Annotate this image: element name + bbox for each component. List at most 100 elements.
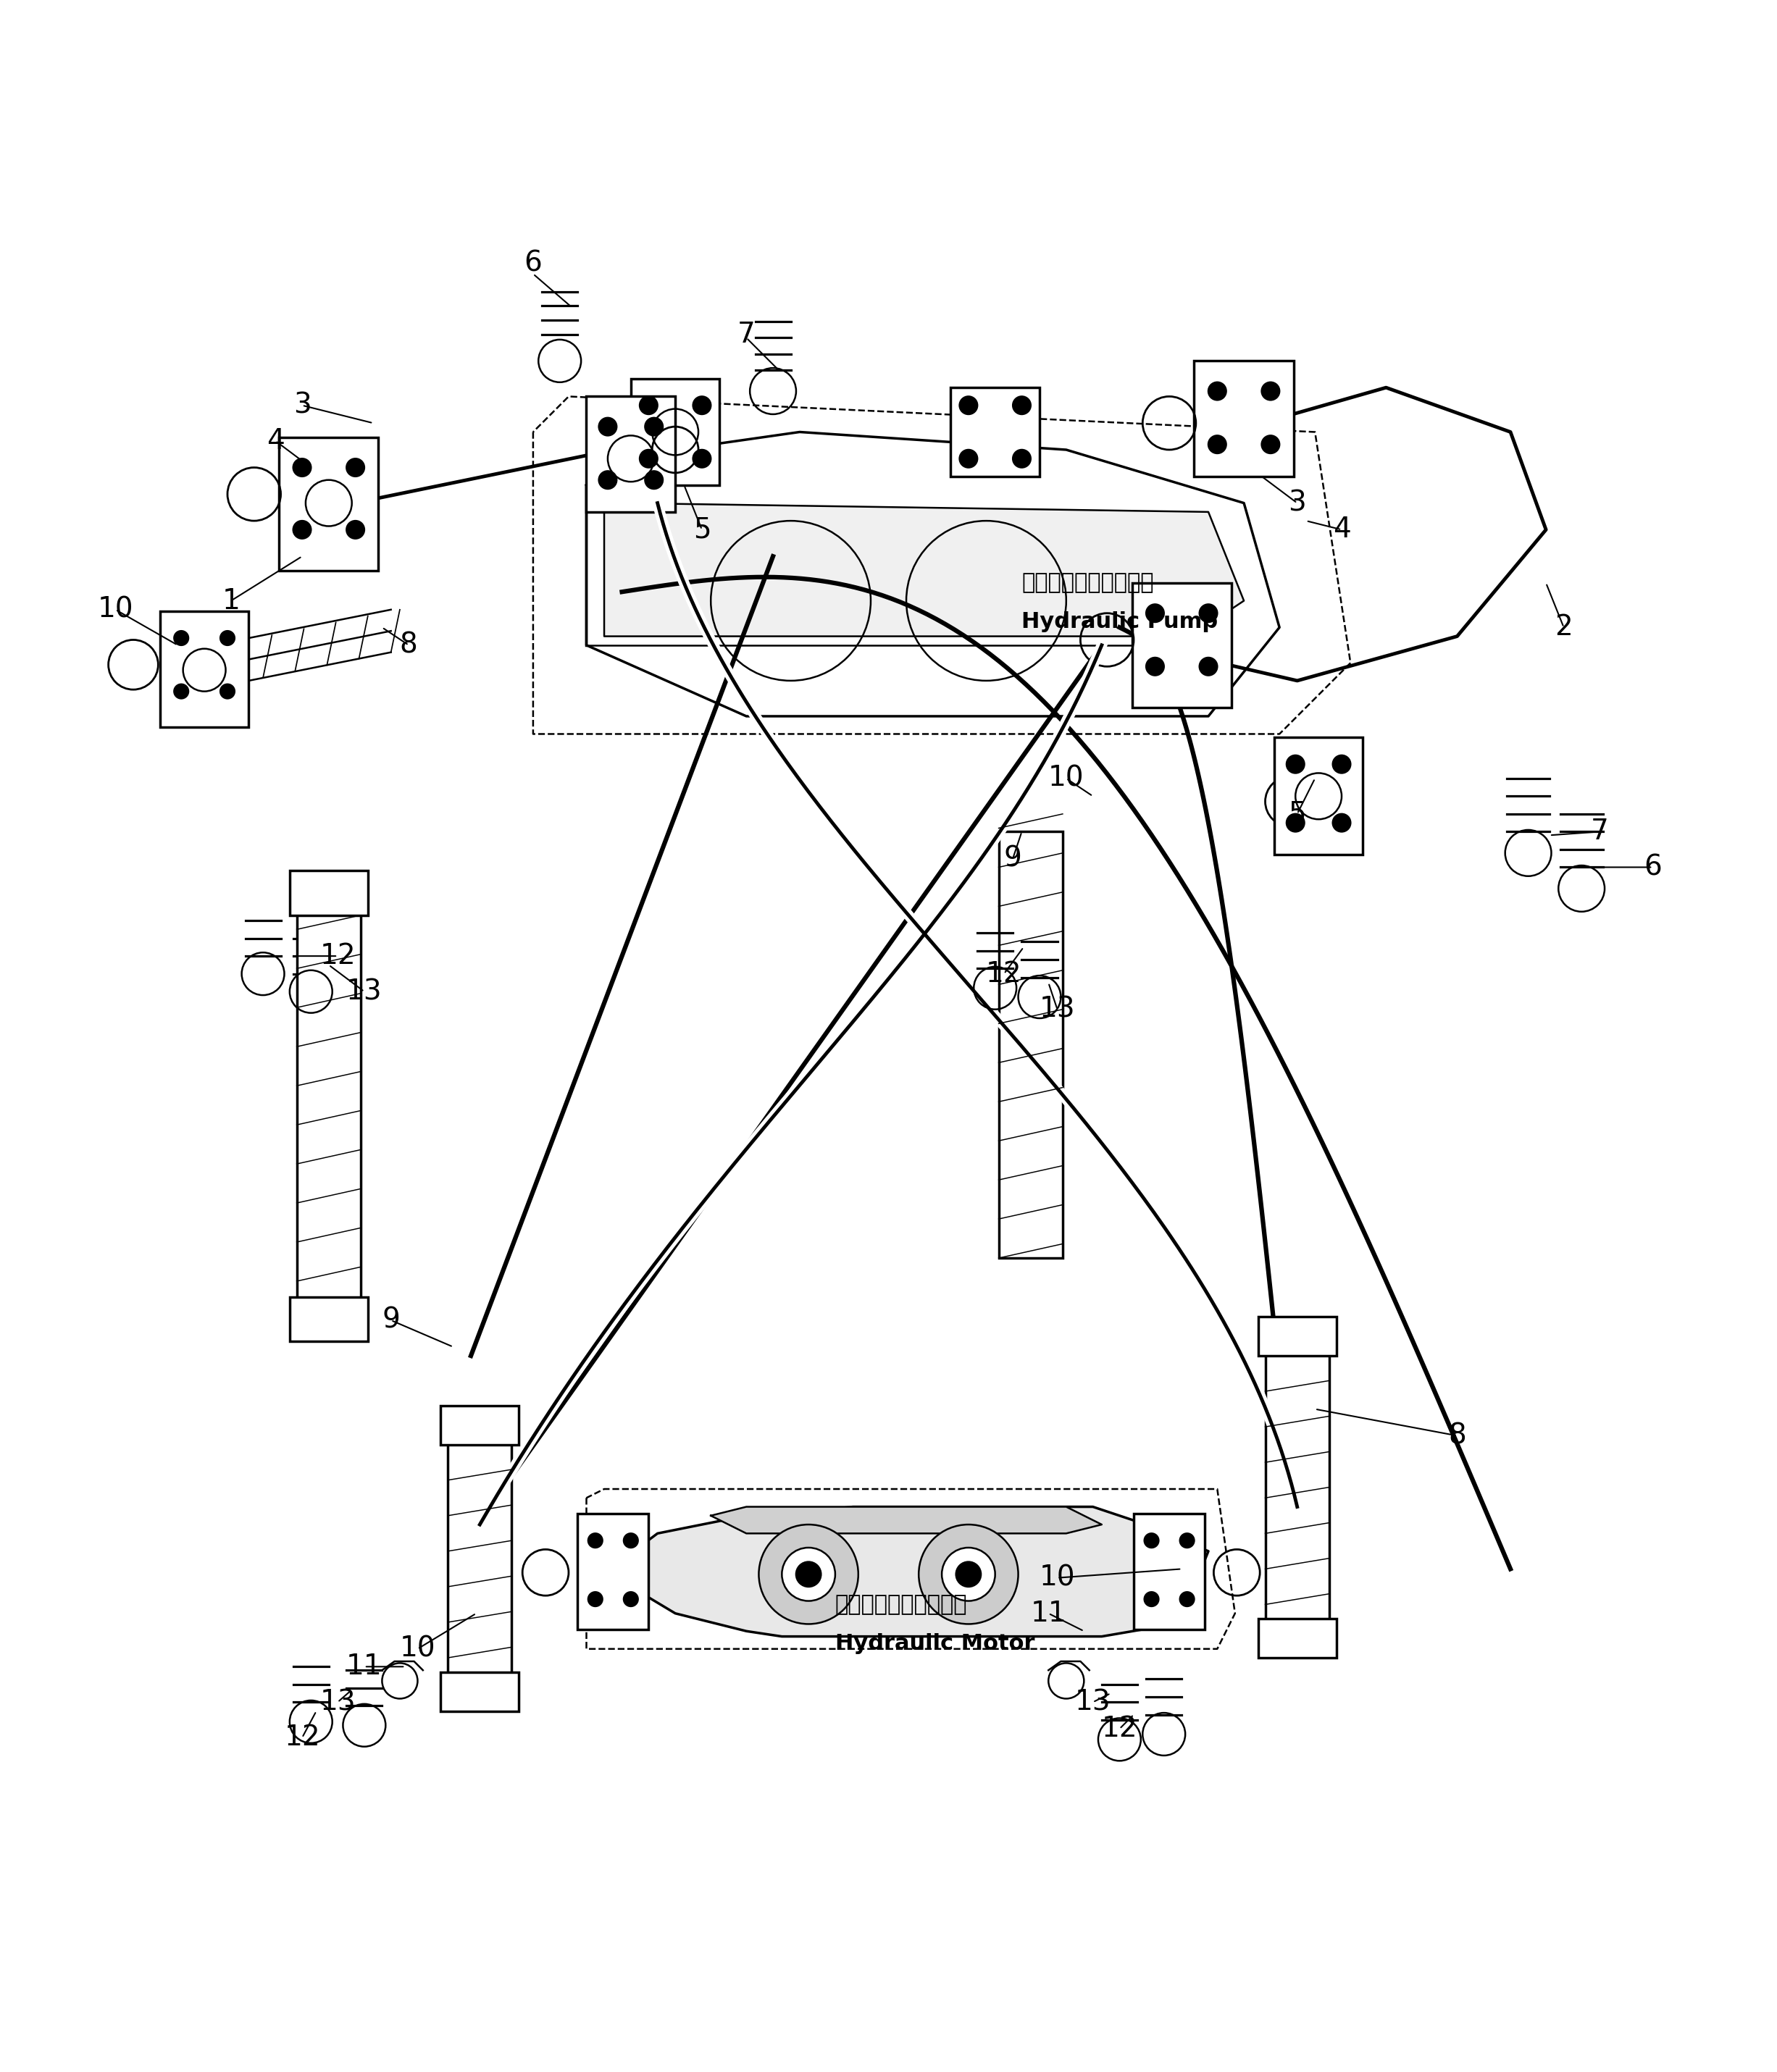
Text: Hydraulic Motor: Hydraulic Motor bbox=[835, 1633, 1034, 1653]
Circle shape bbox=[220, 684, 235, 698]
Bar bbox=[297, 893, 361, 1320]
Bar bbox=[1265, 1339, 1329, 1641]
Text: 9: 9 bbox=[1004, 845, 1022, 872]
Text: 8: 8 bbox=[400, 632, 418, 659]
Bar bbox=[1274, 738, 1363, 856]
Text: ハイドロリックポンプ: ハイドロリックポンプ bbox=[1022, 572, 1153, 593]
Text: 12: 12 bbox=[320, 943, 355, 970]
Circle shape bbox=[1208, 435, 1226, 454]
Circle shape bbox=[1013, 396, 1031, 414]
Circle shape bbox=[1180, 1591, 1194, 1606]
Text: 12: 12 bbox=[1102, 1716, 1137, 1743]
Circle shape bbox=[1287, 756, 1304, 773]
Text: 7: 7 bbox=[737, 321, 755, 348]
Text: 2: 2 bbox=[1555, 613, 1573, 640]
Circle shape bbox=[1333, 756, 1351, 773]
Text: 12: 12 bbox=[986, 959, 1022, 988]
Polygon shape bbox=[586, 431, 1279, 717]
Circle shape bbox=[1180, 1533, 1194, 1548]
Circle shape bbox=[174, 632, 188, 644]
Circle shape bbox=[1199, 605, 1217, 622]
Text: 13: 13 bbox=[320, 1689, 355, 1716]
Bar bbox=[290, 870, 368, 916]
Polygon shape bbox=[604, 503, 1244, 636]
Circle shape bbox=[1287, 814, 1304, 831]
Text: 10: 10 bbox=[98, 597, 133, 624]
Circle shape bbox=[293, 458, 311, 477]
Bar bbox=[1258, 1618, 1336, 1658]
Text: ハイドロリックモータ: ハイドロリックモータ bbox=[835, 1593, 967, 1614]
Circle shape bbox=[956, 1562, 981, 1587]
Text: 5: 5 bbox=[693, 516, 711, 543]
Circle shape bbox=[293, 520, 311, 539]
Text: 4: 4 bbox=[267, 427, 284, 454]
Bar bbox=[279, 437, 379, 570]
Circle shape bbox=[220, 632, 235, 644]
Text: Hydraulic Pump: Hydraulic Pump bbox=[1022, 611, 1219, 632]
Polygon shape bbox=[711, 1506, 1102, 1533]
Text: 13: 13 bbox=[1075, 1689, 1111, 1716]
Circle shape bbox=[693, 450, 711, 468]
Text: 11: 11 bbox=[1031, 1600, 1066, 1627]
Bar bbox=[441, 1405, 519, 1444]
Circle shape bbox=[919, 1525, 1018, 1624]
Circle shape bbox=[1146, 605, 1164, 622]
Circle shape bbox=[347, 520, 364, 539]
Bar bbox=[441, 1672, 519, 1711]
Circle shape bbox=[645, 470, 663, 489]
Circle shape bbox=[645, 419, 663, 435]
Text: 10: 10 bbox=[400, 1635, 435, 1662]
Circle shape bbox=[942, 1548, 995, 1602]
Circle shape bbox=[640, 450, 657, 468]
Bar bbox=[1194, 361, 1294, 477]
Text: 10: 10 bbox=[1048, 765, 1084, 792]
Text: 12: 12 bbox=[284, 1724, 320, 1751]
Text: 8: 8 bbox=[1448, 1421, 1466, 1450]
Circle shape bbox=[1333, 814, 1351, 831]
Bar bbox=[1132, 582, 1231, 707]
Text: 9: 9 bbox=[382, 1307, 400, 1334]
Text: 6: 6 bbox=[1644, 854, 1661, 881]
Circle shape bbox=[1013, 450, 1031, 468]
Bar bbox=[1258, 1316, 1336, 1355]
Circle shape bbox=[782, 1548, 835, 1602]
Bar bbox=[160, 611, 249, 727]
Bar bbox=[1134, 1515, 1205, 1629]
Text: 10: 10 bbox=[1040, 1564, 1075, 1591]
Bar bbox=[951, 387, 1040, 477]
Circle shape bbox=[624, 1533, 638, 1548]
Circle shape bbox=[1146, 657, 1164, 675]
Text: 3: 3 bbox=[1288, 489, 1306, 516]
Bar bbox=[999, 831, 1063, 1258]
Text: 5: 5 bbox=[1288, 800, 1306, 827]
Text: 3: 3 bbox=[293, 392, 311, 419]
Circle shape bbox=[624, 1591, 638, 1606]
Circle shape bbox=[347, 458, 364, 477]
Text: 11: 11 bbox=[347, 1653, 382, 1680]
Text: 13: 13 bbox=[347, 978, 382, 1005]
Text: 1: 1 bbox=[222, 586, 240, 615]
Text: 13: 13 bbox=[1040, 995, 1075, 1024]
Bar bbox=[290, 1297, 368, 1341]
Text: 6: 6 bbox=[524, 249, 542, 278]
Circle shape bbox=[174, 684, 188, 698]
Circle shape bbox=[1144, 1591, 1159, 1606]
Circle shape bbox=[1262, 435, 1279, 454]
Bar bbox=[586, 396, 675, 512]
Circle shape bbox=[1208, 381, 1226, 400]
Circle shape bbox=[693, 396, 711, 414]
Circle shape bbox=[960, 450, 977, 468]
Circle shape bbox=[640, 396, 657, 414]
Bar bbox=[631, 379, 720, 485]
Circle shape bbox=[588, 1533, 602, 1548]
Circle shape bbox=[599, 470, 617, 489]
Bar bbox=[448, 1428, 512, 1693]
Text: 7: 7 bbox=[1590, 818, 1608, 845]
Circle shape bbox=[1199, 657, 1217, 675]
Bar bbox=[578, 1515, 649, 1629]
Circle shape bbox=[599, 419, 617, 435]
Circle shape bbox=[796, 1562, 821, 1587]
Circle shape bbox=[588, 1591, 602, 1606]
Circle shape bbox=[1144, 1533, 1159, 1548]
Circle shape bbox=[960, 396, 977, 414]
